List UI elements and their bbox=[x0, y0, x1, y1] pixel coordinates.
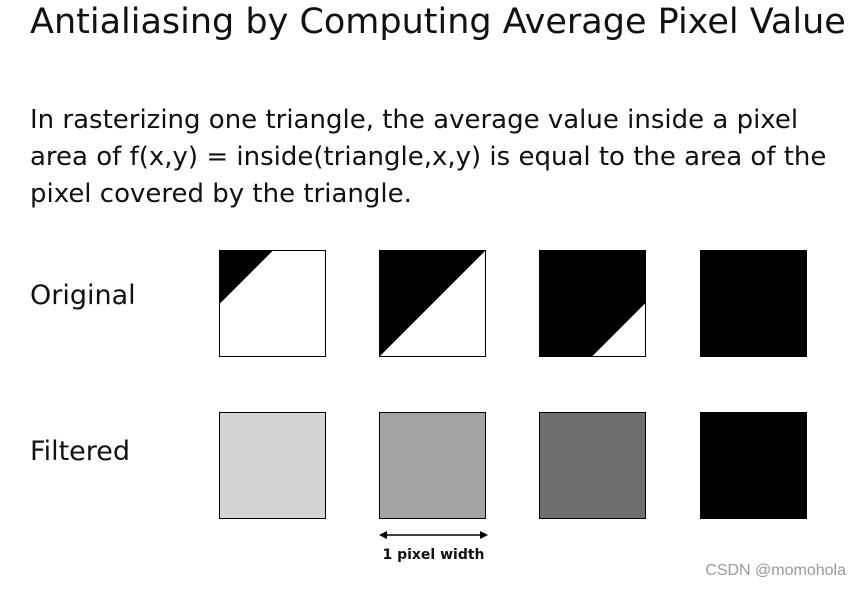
filtered-pixel-3 bbox=[539, 412, 646, 519]
original-pixel-1 bbox=[219, 250, 326, 357]
filtered-pixel-2 bbox=[379, 412, 486, 519]
row-label-filtered: Filtered bbox=[30, 436, 131, 467]
original-pixel-4 bbox=[700, 250, 807, 357]
filtered-pixel-1 bbox=[219, 412, 326, 519]
watermark: CSDN @momohola bbox=[705, 562, 846, 579]
filtered-pixel-4 bbox=[700, 412, 807, 519]
coverage-triangle bbox=[540, 251, 645, 356]
slide-title: Antialiasing by Computing Average Pixel … bbox=[30, 2, 846, 42]
double-arrow-icon bbox=[379, 531, 488, 539]
original-pixel-3 bbox=[539, 250, 646, 357]
pixel-width-label: 1 pixel width bbox=[382, 547, 485, 563]
original-pixel-2 bbox=[379, 250, 486, 357]
coverage-triangle bbox=[220, 251, 273, 304]
slide-description: In rasterizing one triangle, the average… bbox=[30, 105, 827, 209]
row-label-original: Original bbox=[30, 280, 136, 311]
coverage-triangle bbox=[380, 251, 485, 356]
